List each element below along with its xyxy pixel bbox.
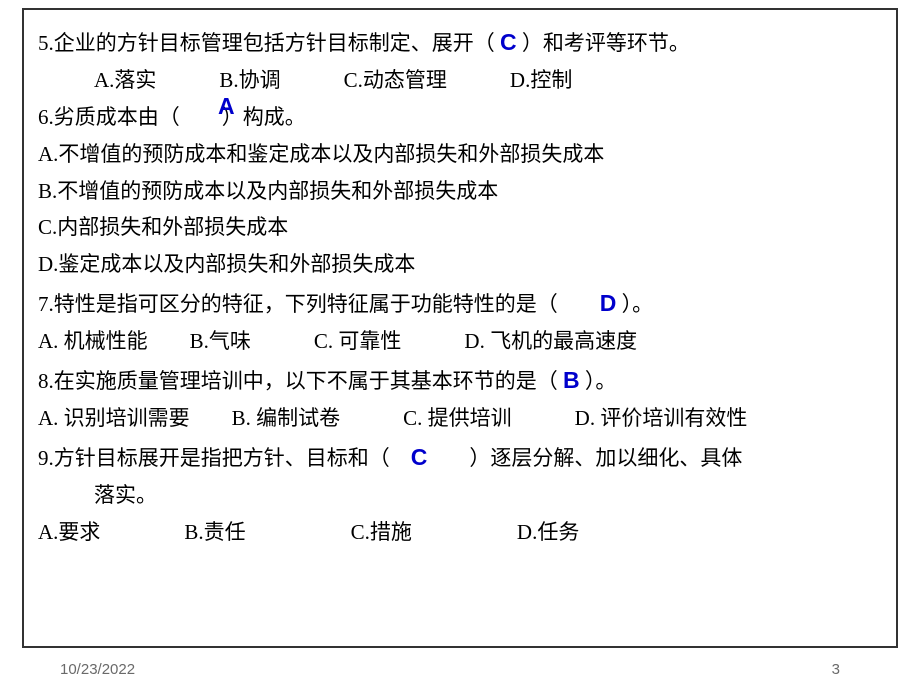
q9-stem-line2: 落实。 <box>38 477 882 514</box>
q7-suffix: ）。 <box>616 292 653 316</box>
q7-options: A. 机械性能 B.气味 C. 可靠性 D. 飞机的最高速度 <box>38 323 882 360</box>
q9-options: A.要求 B.责任 C.措施 D.任务 <box>38 514 882 551</box>
q6-opt-b: B.不增值的预防成本以及内部损失和外部损失成本 <box>38 173 882 210</box>
q9-prefix: 9.方针目标展开是指把方针、目标和（ <box>38 446 411 470</box>
q5-answer: C <box>500 29 517 55</box>
page-content: 5.企业的方针目标管理包括方针目标制定、展开（ C ）和考评等环节。 A.落实 … <box>22 8 898 648</box>
q9-stem-line1: 9.方针目标展开是指把方针、目标和（ C ）逐层分解、加以细化、具体 <box>38 437 882 477</box>
q6-opt-c: C.内部损失和外部损失成本 <box>38 209 882 246</box>
q6-opt-d: D.鉴定成本以及内部损失和外部损失成本 <box>38 246 882 283</box>
q8-answer: B <box>563 367 580 393</box>
q5-stem: 5.企业的方针目标管理包括方针目标制定、展开（ C ）和考评等环节。 <box>38 22 882 62</box>
q7-stem: 7.特性是指可区分的特征，下列特征属于功能特性的是（ D ）。 <box>38 283 882 323</box>
page-number: 3 <box>832 661 840 678</box>
q6-opt-a: A.不增值的预防成本和鉴定成本以及内部损失和外部损失成本 <box>38 136 882 173</box>
q8-prefix: 8.在实施质量管理培训中，以下不属于其基本环节的是（ <box>38 369 563 393</box>
q7-answer: D <box>600 290 617 316</box>
q9-answer: C <box>411 444 428 470</box>
q8-suffix: ）。 <box>580 369 617 393</box>
q6-stem: 6.劣质成本由（ ）构成。 <box>38 99 882 136</box>
q6-answer: A <box>218 93 235 120</box>
q5-prefix: 5.企业的方针目标管理包括方针目标制定、展开（ <box>38 31 500 55</box>
q7-prefix: 7.特性是指可区分的特征，下列特征属于功能特性的是（ <box>38 292 600 316</box>
q5-options: A.落实 B.协调 C.动态管理 D.控制 <box>38 62 882 99</box>
q8-stem: 8.在实施质量管理培训中，以下不属于其基本环节的是（ B ）。 <box>38 360 882 400</box>
footer-date: 10/23/2022 <box>60 661 135 678</box>
q9-suffix: ）逐层分解、加以细化、具体 <box>427 446 742 470</box>
q5-suffix: ）和考评等环节。 <box>517 31 690 55</box>
footer: 10/23/2022 3 <box>60 661 860 678</box>
q8-options: A. 识别培训需要 B. 编制试卷 C. 提供培训 D. 评价培训有效性 <box>38 400 882 437</box>
